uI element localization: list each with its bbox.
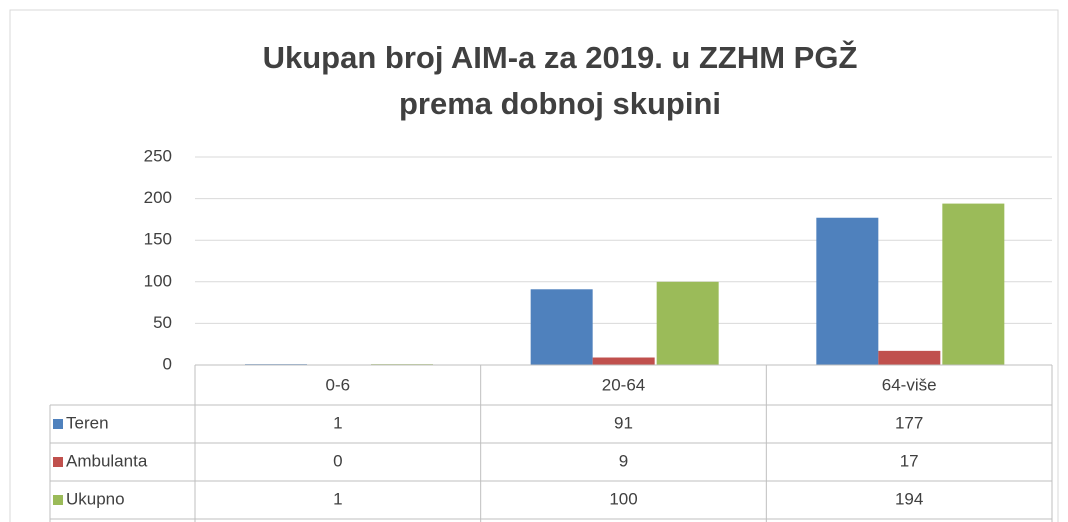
legend-swatch [53,495,63,505]
y-tick-label: 0 [163,354,172,373]
x-tick-label: 20-64 [602,375,645,394]
bar [656,281,719,365]
y-tick-label: 50 [153,313,172,332]
chart-title: Ukupan broj AIM-a za 2019. u ZZHM PGŽ [263,39,858,75]
table-cell: 194 [895,489,923,508]
chart-border [9,9,1059,522]
bar [942,203,1005,365]
table-cell: 177 [895,413,923,432]
legend-label: Teren [66,413,109,432]
bar [816,217,879,365]
table-cell: 100 [609,489,637,508]
y-tick-label: 250 [144,146,172,165]
y-tick-label: 100 [144,271,172,290]
table-cell: 9 [619,451,628,470]
x-tick-label: 0-6 [326,375,351,394]
table-cell: 1 [333,413,342,432]
bar [530,289,593,365]
legend-label: Ukupno [66,489,125,508]
bar [878,350,941,365]
table-cell: 0 [333,451,342,470]
legend-label: Ambulanta [66,451,148,470]
table-cell: 17 [900,451,919,470]
table-cell: 91 [614,413,633,432]
chart-title: prema dobnoj skupini [399,86,721,121]
y-tick-label: 150 [144,230,172,249]
table-cell: 1 [333,489,342,508]
x-tick-label: 64-više [882,375,937,394]
legend-swatch [53,457,63,467]
bar [592,357,655,365]
y-tick-label: 200 [144,188,172,207]
legend-swatch [53,419,63,429]
